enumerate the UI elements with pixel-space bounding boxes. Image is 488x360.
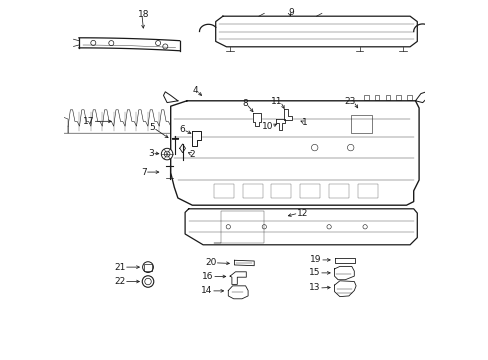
Bar [213, 184, 233, 198]
Polygon shape [276, 119, 284, 130]
Bar [350, 115, 371, 133]
Text: 15: 15 [309, 269, 320, 277]
Text: 21: 21 [114, 263, 125, 271]
Text: 3: 3 [148, 149, 153, 158]
Text: 10: 10 [261, 122, 273, 131]
Text: 17: 17 [82, 117, 94, 126]
Polygon shape [68, 110, 170, 133]
Bar [396, 95, 400, 100]
Circle shape [161, 148, 172, 160]
Polygon shape [192, 131, 201, 146]
Bar [300, 184, 320, 198]
Bar [385, 95, 389, 100]
Text: 7: 7 [141, 167, 146, 176]
Text: 13: 13 [309, 284, 320, 292]
Text: 11: 11 [270, 97, 282, 106]
Text: 8: 8 [242, 99, 247, 108]
Text: 12: 12 [296, 209, 307, 217]
Bar [242, 184, 262, 198]
Text: 9: 9 [288, 8, 294, 17]
Bar [407, 95, 411, 100]
Text: 4: 4 [192, 86, 198, 95]
Bar [363, 95, 368, 100]
Polygon shape [185, 209, 416, 245]
Text: 19: 19 [310, 256, 321, 264]
Bar [271, 184, 291, 198]
Bar [374, 95, 379, 100]
Polygon shape [234, 260, 254, 266]
Polygon shape [334, 258, 355, 263]
Polygon shape [170, 101, 418, 205]
Text: 1: 1 [302, 118, 307, 127]
Text: 22: 22 [114, 277, 125, 286]
Text: 2: 2 [189, 150, 195, 158]
Text: 14: 14 [201, 287, 212, 295]
Text: 23: 23 [343, 97, 355, 106]
Circle shape [142, 262, 153, 273]
Text: 6: 6 [179, 125, 185, 134]
Polygon shape [334, 266, 354, 280]
Polygon shape [252, 113, 261, 126]
Polygon shape [284, 109, 291, 120]
Polygon shape [334, 281, 355, 297]
Bar [357, 184, 377, 198]
Text: 5: 5 [149, 123, 155, 132]
Polygon shape [215, 16, 416, 47]
Text: 20: 20 [204, 258, 216, 267]
Text: 18: 18 [138, 10, 149, 19]
Bar [328, 184, 348, 198]
Bar [144, 264, 151, 271]
Polygon shape [230, 272, 246, 284]
Text: 16: 16 [202, 272, 213, 281]
Polygon shape [228, 286, 247, 299]
